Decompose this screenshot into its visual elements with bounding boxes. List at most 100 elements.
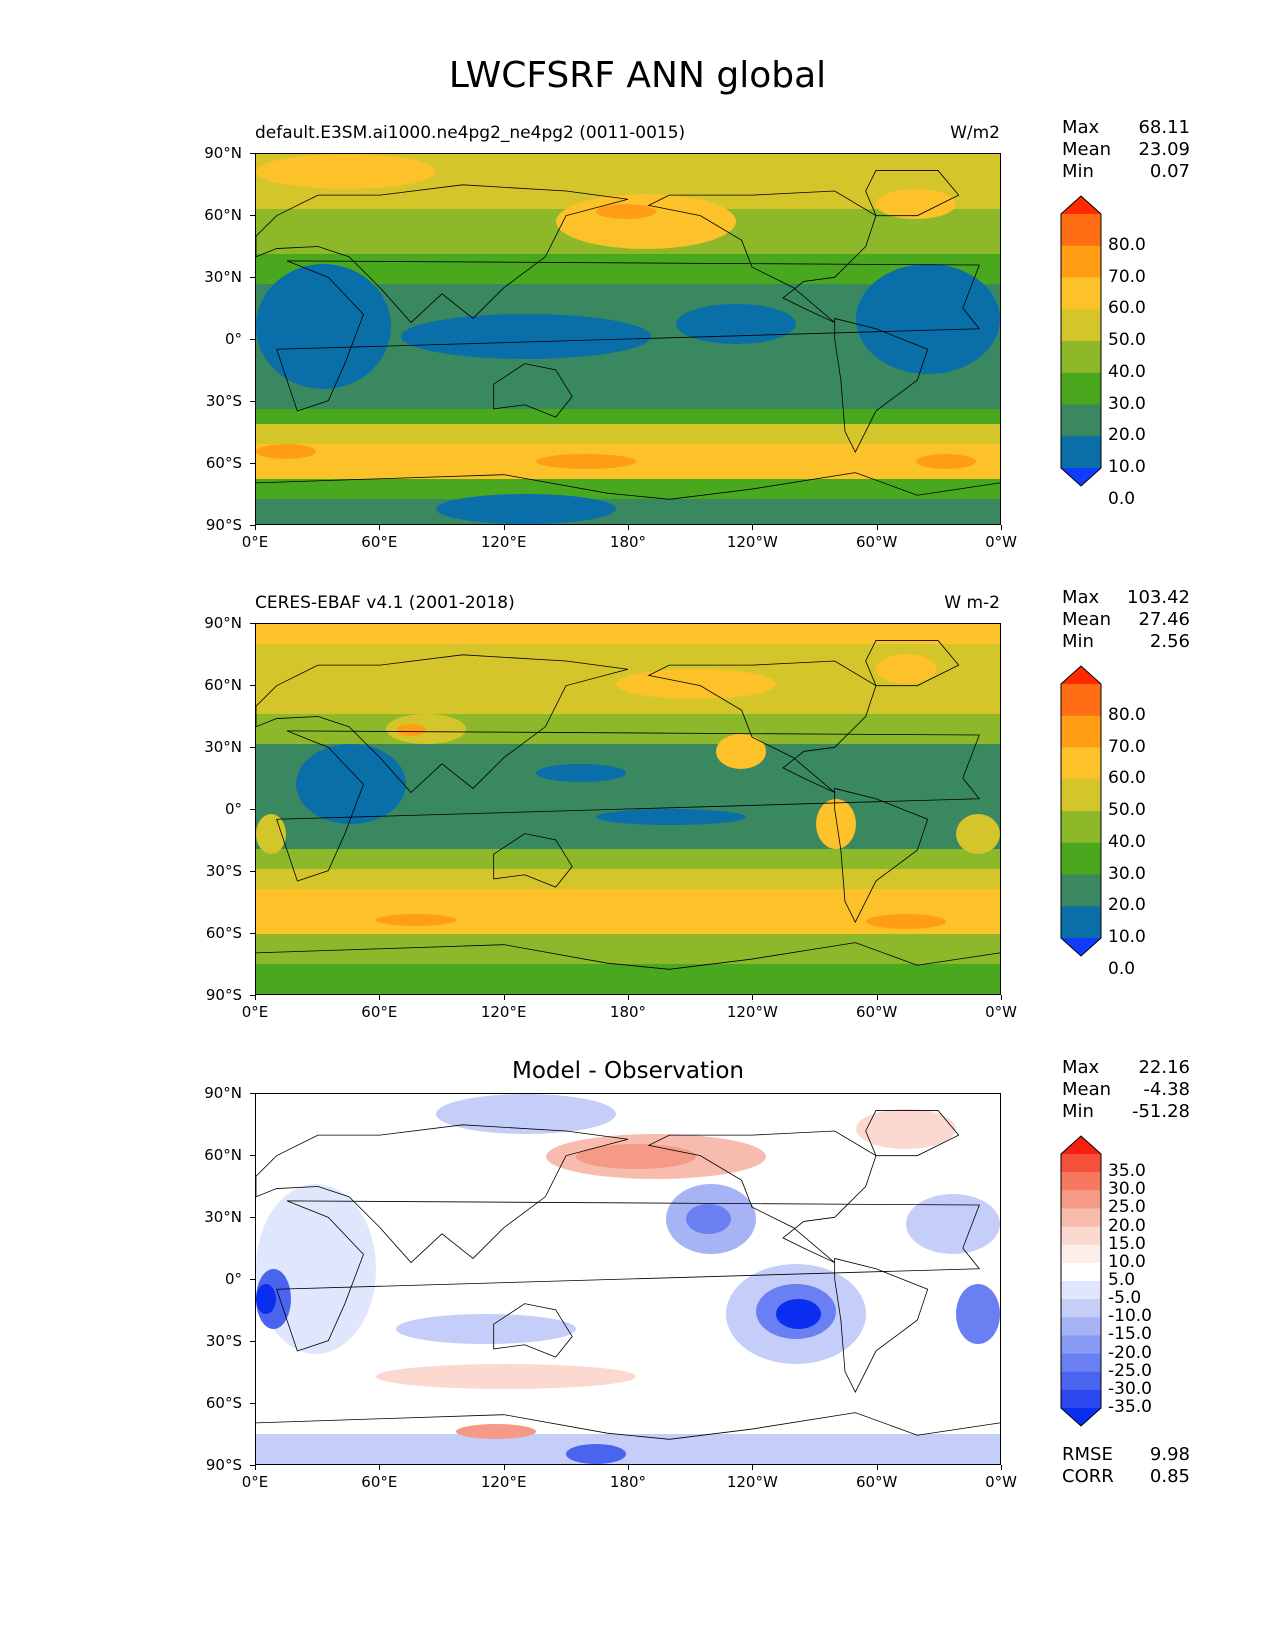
- contour-region: [296, 744, 406, 824]
- colorbar-tick-label: 10.0: [1108, 1251, 1146, 1272]
- y-tick-label: 90°N: [204, 614, 242, 632]
- x-tick-label: 0°E: [241, 1473, 269, 1491]
- y-tick-mark: [250, 525, 255, 526]
- stat-label: Mean: [1062, 1079, 1112, 1100]
- coastline: [256, 184, 629, 324]
- y-tick-mark: [250, 1341, 255, 1342]
- coastline: [493, 1303, 573, 1358]
- colorbar-tick-label: 5.0: [1108, 1270, 1136, 1290]
- y-tick-mark: [250, 1217, 255, 1218]
- stat-value: 68.11: [1138, 117, 1190, 138]
- coastline-antarctica: [256, 1412, 1000, 1440]
- figure-title: LWCFSRF ANN global: [448, 55, 827, 96]
- y-tick-label: 30°N: [204, 1208, 242, 1226]
- y-tick-mark: [250, 1403, 255, 1404]
- x-tick-mark: [876, 995, 878, 1000]
- contour-region: [401, 314, 651, 359]
- stat-value: 103.42: [1127, 587, 1190, 608]
- panel-3-map: [255, 1093, 1001, 1465]
- contour-region: [436, 1094, 616, 1134]
- colorbar-segment: [1061, 1262, 1101, 1282]
- stat-label: Min: [1062, 1101, 1094, 1122]
- colorbar-tick-label: -35.0: [1108, 1397, 1152, 1417]
- colorbar-segment: [1061, 1190, 1101, 1209]
- y-tick-mark: [250, 623, 255, 624]
- map-field-2: [256, 624, 1000, 994]
- panel-1-colorbar: 80.0 70.0 60.0 50.0 40.0 30.0 20.0 10.0 0.0: [1060, 195, 1146, 509]
- panel-1-units: W/m2: [950, 123, 1000, 143]
- x-tick-label: 120°W: [726, 533, 778, 551]
- x-tick-label: 180°: [609, 1473, 647, 1491]
- coastline: [647, 190, 877, 323]
- colorbar-segment: [1061, 404, 1101, 437]
- coastline: [647, 1130, 877, 1263]
- colorbar-segment: [1061, 1208, 1101, 1228]
- y-tick-mark: [250, 747, 255, 748]
- colorbar-extend-top: [1061, 1136, 1101, 1154]
- x-tick-label: 120°E: [480, 1003, 527, 1021]
- stat-row: Max 22.16: [1062, 1057, 1190, 1079]
- stat-row: Max 103.42: [1062, 587, 1190, 609]
- y-tick-mark: [250, 1465, 255, 1466]
- stat-value: 22.16: [1138, 1057, 1190, 1078]
- contour-region: [956, 1284, 1000, 1344]
- y-tick-mark: [250, 1155, 255, 1156]
- contour-region: [596, 204, 656, 219]
- x-tick-label: 60°E: [361, 533, 398, 551]
- colorbar-segment: [1061, 715, 1101, 748]
- coastline: [276, 730, 981, 882]
- contour-region: [376, 1364, 636, 1389]
- contour-region: [396, 724, 426, 736]
- contour-region: [856, 1109, 956, 1149]
- contour-region: [256, 1284, 276, 1314]
- panel-1-left-title: default.E3SM.ai1000.ne4pg2_ne4pg2 (0011-…: [255, 123, 686, 143]
- y-tick-label: 90°S: [205, 1456, 242, 1474]
- contour-region: [876, 189, 956, 219]
- contour-region: [776, 1299, 821, 1329]
- stat-value: -4.38: [1143, 1079, 1190, 1100]
- y-tick-label: 60°N: [204, 676, 242, 694]
- panel-2-colorbar: 80.0 70.0 60.0 50.0 40.0 30.0 20.0 10.0 0.0: [1060, 665, 1146, 979]
- colorbar-segment: [1061, 1154, 1101, 1173]
- stat-row: Min 0.07: [1062, 161, 1190, 183]
- coastline: [256, 654, 629, 794]
- coastline: [834, 1257, 929, 1393]
- stat-row: Mean 27.46: [1062, 609, 1190, 631]
- x-tick-mark: [1001, 995, 1002, 1000]
- colorbar-segment: [1061, 842, 1101, 875]
- colorbar-segment: [1061, 874, 1101, 907]
- colorbar-tick-label: 30.0: [1108, 863, 1146, 884]
- colorbar-segment: [1061, 1389, 1101, 1409]
- contour-region: [906, 1194, 1000, 1254]
- contour-region: [556, 194, 736, 249]
- colorbar-tick-label: 25.0: [1108, 1197, 1146, 1218]
- stat-label: Max: [1062, 117, 1100, 138]
- contour-region: [716, 734, 766, 769]
- contour-region: [856, 264, 1000, 374]
- colorbar-segment: [1061, 1172, 1101, 1191]
- colorbar-tick-label: 80.0: [1108, 234, 1146, 255]
- colorbar-segment: [1061, 1299, 1101, 1318]
- x-tick-label: 120°E: [480, 1473, 527, 1491]
- y-tick-mark: [250, 809, 255, 810]
- coastline: [834, 317, 929, 453]
- y-tick-mark: [250, 401, 255, 402]
- coastline: [865, 1110, 960, 1157]
- colorbar-tick-label: 70.0: [1108, 736, 1146, 757]
- contour-band: [256, 889, 1000, 934]
- x-tick-mark: [628, 995, 629, 1000]
- stat-label: Max: [1062, 1057, 1100, 1078]
- y-tick-label: 30°N: [204, 738, 242, 756]
- colorbar-segment: [1061, 811, 1101, 844]
- x-tick-mark: [255, 525, 256, 530]
- colorbar-tick-label: 40.0: [1108, 831, 1146, 852]
- colorbar-segment: [1061, 245, 1101, 278]
- y-tick-label: 0°: [224, 800, 242, 818]
- x-tick-mark: [1001, 525, 1002, 530]
- stat-row: Max 68.11: [1062, 117, 1190, 139]
- y-tick-mark: [250, 463, 255, 464]
- y-tick-label: 0°: [224, 330, 242, 348]
- colorbar-tick-label: 50.0: [1108, 330, 1146, 350]
- panel-3-title: Model - Observation: [511, 1058, 745, 1084]
- contour-region: [566, 1444, 626, 1464]
